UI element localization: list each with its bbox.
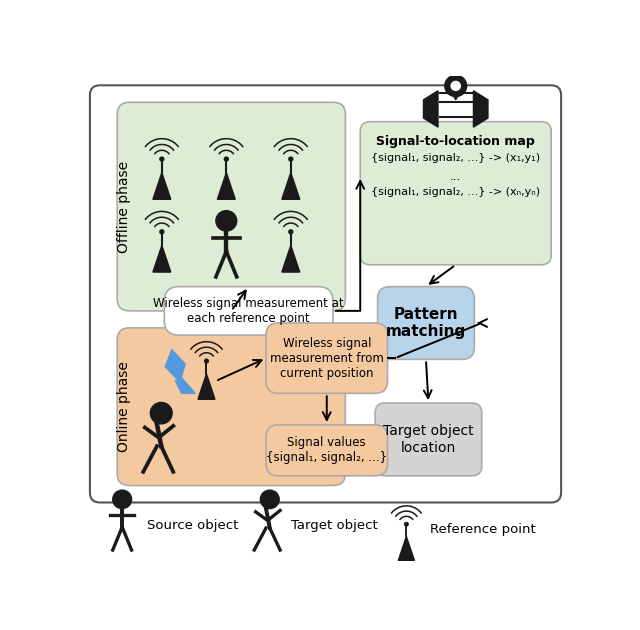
- Text: Reference point: Reference point: [429, 523, 536, 536]
- Text: Offline phase: Offline phase: [116, 161, 131, 253]
- Polygon shape: [398, 537, 415, 561]
- Text: Pattern
matching: Pattern matching: [386, 307, 466, 339]
- Circle shape: [216, 210, 237, 231]
- Circle shape: [150, 403, 172, 424]
- FancyBboxPatch shape: [117, 328, 346, 486]
- FancyBboxPatch shape: [375, 403, 482, 476]
- Text: Signal-to-location map: Signal-to-location map: [376, 135, 535, 148]
- Polygon shape: [153, 173, 171, 199]
- Polygon shape: [450, 89, 461, 100]
- Circle shape: [225, 157, 228, 161]
- Text: Source object: Source object: [147, 519, 238, 532]
- Polygon shape: [218, 173, 236, 199]
- FancyBboxPatch shape: [164, 287, 333, 335]
- Text: Signal values
{signal₁, signal₂, ...}: Signal values {signal₁, signal₂, ...}: [266, 437, 387, 464]
- Circle shape: [445, 75, 467, 96]
- Circle shape: [160, 230, 164, 234]
- Polygon shape: [282, 173, 300, 199]
- Polygon shape: [198, 374, 215, 399]
- Circle shape: [289, 157, 292, 161]
- FancyBboxPatch shape: [360, 122, 551, 265]
- Polygon shape: [474, 91, 488, 127]
- Text: Online phase: Online phase: [116, 361, 131, 452]
- FancyBboxPatch shape: [117, 102, 346, 311]
- Circle shape: [205, 359, 209, 363]
- FancyBboxPatch shape: [266, 323, 388, 393]
- Text: Target object
location: Target object location: [383, 425, 474, 454]
- Circle shape: [451, 81, 460, 90]
- Circle shape: [260, 490, 279, 508]
- FancyBboxPatch shape: [266, 425, 388, 476]
- Polygon shape: [165, 350, 195, 393]
- Text: ...: ...: [450, 170, 461, 183]
- FancyBboxPatch shape: [90, 85, 561, 503]
- Text: Wireless signal measurement at
each reference point: Wireless signal measurement at each refe…: [154, 297, 344, 325]
- Polygon shape: [424, 91, 438, 127]
- Polygon shape: [282, 245, 300, 272]
- Circle shape: [160, 157, 164, 161]
- Text: {signal₁, signal₂, ...} -> (x₁,y₁): {signal₁, signal₂, ...} -> (x₁,y₁): [371, 153, 540, 163]
- Text: {signal₁, signal₂, ...} -> (xₙ,yₙ): {signal₁, signal₂, ...} -> (xₙ,yₙ): [371, 187, 540, 197]
- Circle shape: [404, 522, 408, 526]
- FancyBboxPatch shape: [378, 287, 474, 359]
- Polygon shape: [153, 245, 171, 272]
- Circle shape: [289, 230, 292, 234]
- Text: Target object: Target object: [291, 519, 378, 532]
- Text: Wireless signal
measurement from
current position: Wireless signal measurement from current…: [270, 336, 384, 380]
- Circle shape: [113, 490, 132, 508]
